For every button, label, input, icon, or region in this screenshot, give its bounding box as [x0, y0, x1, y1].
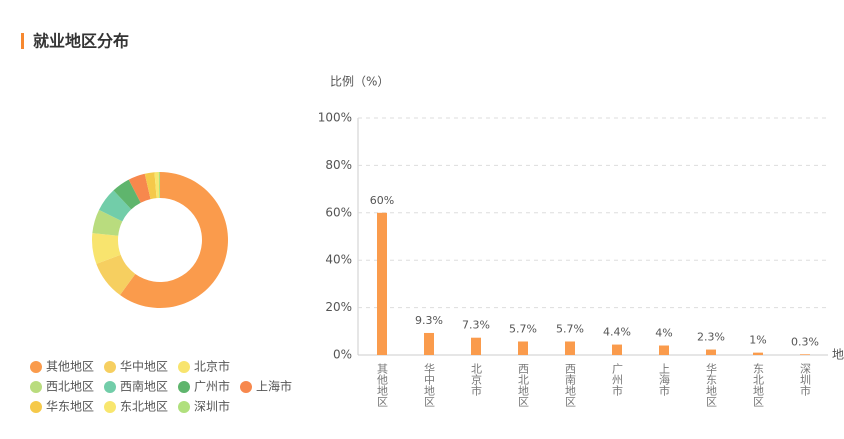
donut-slice	[96, 254, 136, 296]
legend-label: 华中地区	[120, 359, 168, 374]
y-tick-label: 100%	[318, 111, 352, 125]
legend-swatch	[104, 361, 116, 373]
legend-label: 其他地区	[46, 360, 94, 374]
value-label: 1%	[749, 334, 766, 347]
x-tick-label: 华东地区	[705, 362, 718, 407]
x-tick-label: 广州市	[611, 363, 624, 397]
value-label: 9.3%	[415, 314, 443, 327]
bar	[424, 332, 434, 355]
x-tick-label: 北京市	[470, 363, 483, 397]
legend-swatch	[30, 381, 42, 393]
bar	[565, 341, 575, 355]
legend-label: 深圳市	[194, 399, 230, 414]
value-label: 2.3%	[697, 331, 725, 344]
legend-label: 华东地区	[46, 400, 94, 414]
legend-swatch	[30, 401, 42, 413]
legend-swatch	[178, 401, 190, 413]
x-tick-label: 深圳市	[799, 363, 812, 397]
bar	[659, 345, 669, 355]
y-tick-label: 20%	[325, 300, 352, 314]
bar	[706, 349, 716, 355]
donut-slice	[92, 209, 123, 236]
title-accent	[21, 33, 24, 49]
donut-slice	[113, 179, 141, 210]
x-tick-label: 其他地区	[376, 363, 389, 407]
legend-label: 北京市	[194, 359, 230, 374]
legend-swatch	[178, 381, 190, 393]
legend-swatch	[30, 361, 42, 373]
x-axis-label: 地	[832, 348, 844, 362]
donut-slice	[120, 172, 228, 308]
donut-slice	[158, 172, 160, 199]
legend-label: 西南地区	[120, 379, 168, 394]
donut-slice	[154, 172, 160, 199]
x-tick-label: 东北地区	[752, 363, 765, 407]
bar	[471, 337, 481, 355]
x-tick-label: 西北地区	[517, 363, 530, 407]
y-tick-label: 60%	[325, 205, 352, 219]
donut-slice	[144, 172, 157, 200]
bar	[753, 352, 763, 355]
value-label: 5.7%	[556, 322, 584, 335]
y-tick-label: 40%	[325, 253, 352, 267]
section-title: 就业地区分布	[33, 32, 129, 51]
y-tick-label: 0%	[333, 348, 352, 362]
donut-slice	[128, 173, 151, 203]
bar	[612, 344, 622, 355]
legend-swatch	[240, 381, 252, 393]
y-axis-label: 比例（%）	[330, 75, 389, 89]
legend-label: 西北地区	[46, 380, 94, 394]
value-label: 60%	[370, 194, 394, 207]
value-label: 7.3%	[462, 319, 490, 332]
donut-slice	[91, 233, 121, 264]
legend-swatch	[104, 381, 116, 393]
x-tick-label: 华中地区	[423, 362, 436, 407]
x-tick-label: 西南地区	[564, 363, 577, 407]
legend-label: 东北地区	[120, 400, 168, 414]
legend-swatch	[104, 401, 116, 413]
value-label: 4%	[655, 327, 672, 340]
legend-label: 广州市	[194, 379, 230, 394]
y-tick-label: 80%	[325, 158, 352, 172]
bar	[377, 212, 387, 355]
legend-label: 上海市	[256, 379, 292, 394]
bar	[800, 354, 810, 355]
x-tick-label: 上海市	[658, 363, 671, 397]
value-label: 4.4%	[603, 326, 631, 339]
donut-slice	[99, 190, 132, 222]
legend-swatch	[178, 361, 190, 373]
value-label: 5.7%	[509, 322, 537, 335]
value-label: 0.3%	[791, 335, 819, 348]
bar	[518, 341, 528, 355]
